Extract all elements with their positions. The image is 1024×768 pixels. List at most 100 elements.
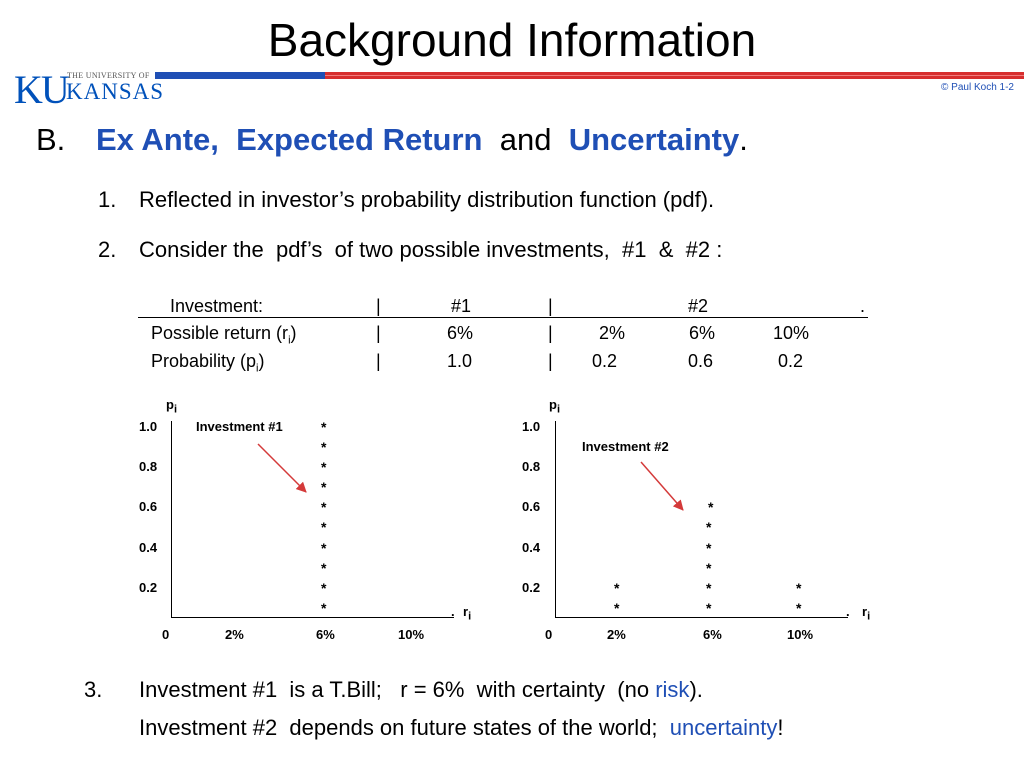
term-expected-return: Expected Return — [236, 122, 483, 157]
graph1-x-tick-4: 10% — [398, 627, 425, 642]
table-row2-inv1: 1.0 — [447, 351, 473, 371]
graph1-x-axis-label: ri — [463, 604, 471, 625]
ku-logo: KU THE UNIVERSITY OF KANSAS — [14, 70, 164, 110]
row1-label-close: ) — [290, 323, 297, 343]
table-row2-label: Probability (pi) — [151, 350, 265, 380]
graph1-x-axis-end: . — [451, 604, 455, 619]
graph2-y-axis-label-sub: i — [556, 403, 561, 416]
section-letter: B. — [36, 122, 66, 157]
graph2-x-tick-2: 2% — [607, 627, 626, 642]
graph2-star: * — [706, 580, 712, 596]
logo-university-text: THE UNIVERSITY OF — [67, 71, 150, 80]
graph1-x-axis-label-sub: i — [468, 610, 472, 623]
table-sep: | — [548, 351, 553, 371]
graph1-y-axis-label-sub: i — [173, 403, 178, 416]
item-3-uncertainty-term: uncertainty — [669, 715, 778, 740]
graph1-y-axis-line — [171, 421, 172, 618]
graph2-star: * — [706, 519, 712, 535]
graph2-y-tick-5: 0.2 — [522, 580, 541, 595]
graph2-arrow — [640, 461, 684, 511]
header-stripe-blue — [155, 72, 325, 79]
graph1-star: * — [321, 600, 327, 616]
graph2-x-axis-end: . — [846, 604, 850, 619]
graph1-arrow — [257, 443, 307, 493]
section-heading: Ex Ante, Expected Return and Uncertainty… — [96, 120, 748, 160]
graph1-star: * — [321, 560, 327, 576]
term-comma: , — [210, 122, 219, 157]
item-2-number: 2. — [98, 237, 117, 262]
table-row1-label: Possible return (ri) — [151, 322, 297, 352]
table-header-end: . — [860, 296, 866, 316]
graph2-y-tick-4: 0.4 — [522, 540, 541, 555]
item-1-text: Reflected in investor’s probability dist… — [139, 187, 715, 212]
graph2-x-axis-label-text: r — [862, 604, 868, 619]
term-period: . — [739, 122, 748, 157]
graph1-star: * — [321, 439, 327, 455]
graph2-y-tick-3: 0.6 — [522, 499, 541, 514]
graph2-x-axis-label-sub: i — [867, 610, 871, 623]
item-3-number: 3. — [84, 677, 103, 702]
graph1-y-tick-4: 0.4 — [139, 540, 158, 555]
graph1-x-axis-label-text: r — [463, 604, 469, 619]
graph2-y-tick-2: 0.8 — [522, 459, 541, 474]
graph1-y-tick-1: 1.0 — [139, 419, 158, 434]
graph2-star: * — [796, 580, 802, 596]
page-title: Background Information — [267, 14, 757, 66]
graph1-y-axis-label-text: p — [166, 397, 174, 412]
graph1-y-tick-3: 0.6 — [139, 499, 158, 514]
graph1-star: * — [321, 519, 327, 535]
graph2-star: * — [796, 600, 802, 616]
logo-ku-mark: KU — [14, 67, 70, 112]
item-3-line-2: Investment #2 depends on future states o… — [139, 713, 784, 743]
graph1-x-tick-2: 2% — [225, 627, 244, 642]
table-header-inv1: #1 — [451, 296, 472, 316]
graph1-star: * — [321, 580, 327, 596]
graph2-star: * — [706, 540, 712, 556]
graph2-annotation: Investment #2 — [582, 439, 669, 454]
table-header-inv2: #2 — [688, 296, 709, 316]
copyright-text: © Paul Koch 1-2 — [941, 82, 1014, 93]
graph1-y-axis-label: pi — [166, 397, 177, 418]
header-stripe-red — [325, 72, 1024, 79]
table-row1-inv1: 6% — [447, 323, 474, 343]
row1-label-text: Possible return (r — [151, 323, 289, 343]
table-sep: | — [548, 323, 553, 343]
table-row1-inv2-c: 10% — [773, 323, 810, 343]
table-header-label: Investment: — [170, 296, 264, 316]
graph2-star: * — [708, 499, 714, 515]
item-3-risk-term: risk — [655, 677, 690, 702]
row2-label-sub: i — [256, 362, 259, 375]
item-3-line-1: Investment #1 is a T.Bill; r = 6% with c… — [139, 675, 703, 705]
graph2-star: * — [706, 600, 712, 616]
graph2-y-tick-1: 1.0 — [522, 419, 541, 434]
row2-label-text: Probability (p — [151, 351, 257, 371]
graph1-star: * — [321, 479, 327, 495]
item-3-line-2-end: ! — [777, 715, 784, 740]
table-header-underline — [138, 317, 868, 318]
graph2-x-tick-1: 0 — [545, 627, 553, 642]
graph1-x-tick-1: 0 — [162, 627, 170, 642]
graph1-x-tick-3: 6% — [316, 627, 335, 642]
graph2-star: * — [614, 580, 620, 596]
graph2-star: * — [706, 560, 712, 576]
item-1-number: 1. — [98, 187, 117, 212]
graph1-x-axis-line — [171, 617, 454, 618]
item-3-line-1-end: ). — [689, 677, 703, 702]
graph2-y-axis-label-text: p — [549, 397, 557, 412]
graph1-star: * — [321, 540, 327, 556]
item-3-line-1-text: Investment #1 is a T.Bill; r = 6% with c… — [139, 677, 650, 702]
term-and: and — [499, 122, 552, 157]
graph2-y-axis-label: pi — [549, 397, 560, 418]
table-row2-inv2-b: 0.6 — [688, 351, 714, 371]
graph1-y-tick-5: 0.2 — [139, 580, 158, 595]
graph1-y-tick-2: 0.8 — [139, 459, 158, 474]
table-row1-inv2-b: 6% — [689, 323, 716, 343]
graph1-star: * — [321, 459, 327, 475]
graph1-star: * — [321, 499, 327, 515]
row1-label-sub: i — [288, 334, 291, 347]
term-uncertainty: Uncertainty — [568, 122, 740, 157]
table-sep: | — [548, 296, 553, 316]
table-row1-inv2-a: 2% — [599, 323, 626, 343]
graph2-x-tick-3: 6% — [703, 627, 722, 642]
graph1-star: * — [321, 419, 327, 435]
